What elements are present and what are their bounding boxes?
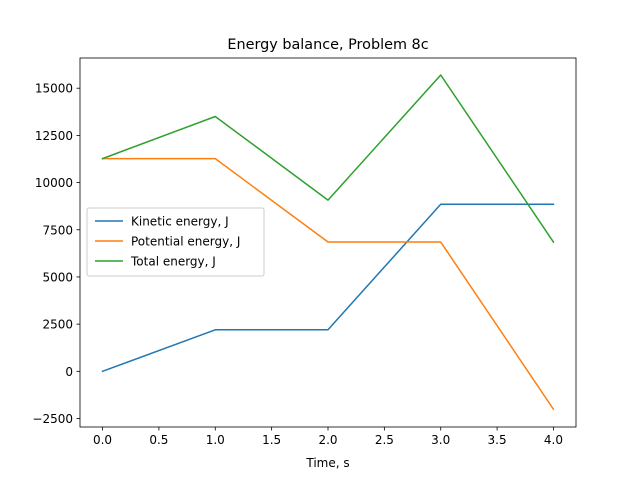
legend-label-kinetic: Kinetic energy, J [131,215,229,229]
y-tick-label: 0 [65,365,73,379]
y-tick-label: −2500 [32,412,73,426]
legend-box [86,207,265,277]
y-tick-label: 2500 [42,318,73,332]
x-tick-label: 0.5 [149,433,168,447]
y-tick-label: 7500 [42,223,73,237]
y-tick-label: 5000 [42,270,73,284]
x-tick-label: 3.5 [488,433,507,447]
x-tick-label: 1.5 [262,433,281,447]
legend: Kinetic energy, J Potential energy, J Tota… [86,207,265,277]
x-tick-label: 3.0 [431,433,450,447]
x-tick-label: 2.5 [375,433,394,447]
y-tick-label: 12500 [35,129,73,143]
series-line-total [101,74,555,244]
series-line-potential [101,157,555,411]
series-line-kinetic [101,203,555,373]
legend-label-total: Total energy, J [130,255,216,269]
x-axis-label: Time, s [305,456,349,470]
x-tick-label: 1.0 [206,433,225,447]
x-tick-label: 4.0 [544,433,563,447]
y-tick-label: 15000 [35,82,73,96]
chart-title: Energy balance, Problem 8c [227,37,428,53]
y-axis-ticks: −2500 0 2500 5000 7500 10000 12500 15000 [32,82,80,426]
legend-label-potential: Potential energy, J [131,235,240,249]
x-tick-label: 0.0 [93,433,112,447]
series-layer [101,74,555,411]
x-tick-label: 2.0 [318,433,337,447]
y-tick-label: 10000 [35,176,73,190]
x-axis-ticks: 0.0 0.5 1.0 1.5 2.0 2.5 3.0 3.5 4.0 [93,427,563,447]
